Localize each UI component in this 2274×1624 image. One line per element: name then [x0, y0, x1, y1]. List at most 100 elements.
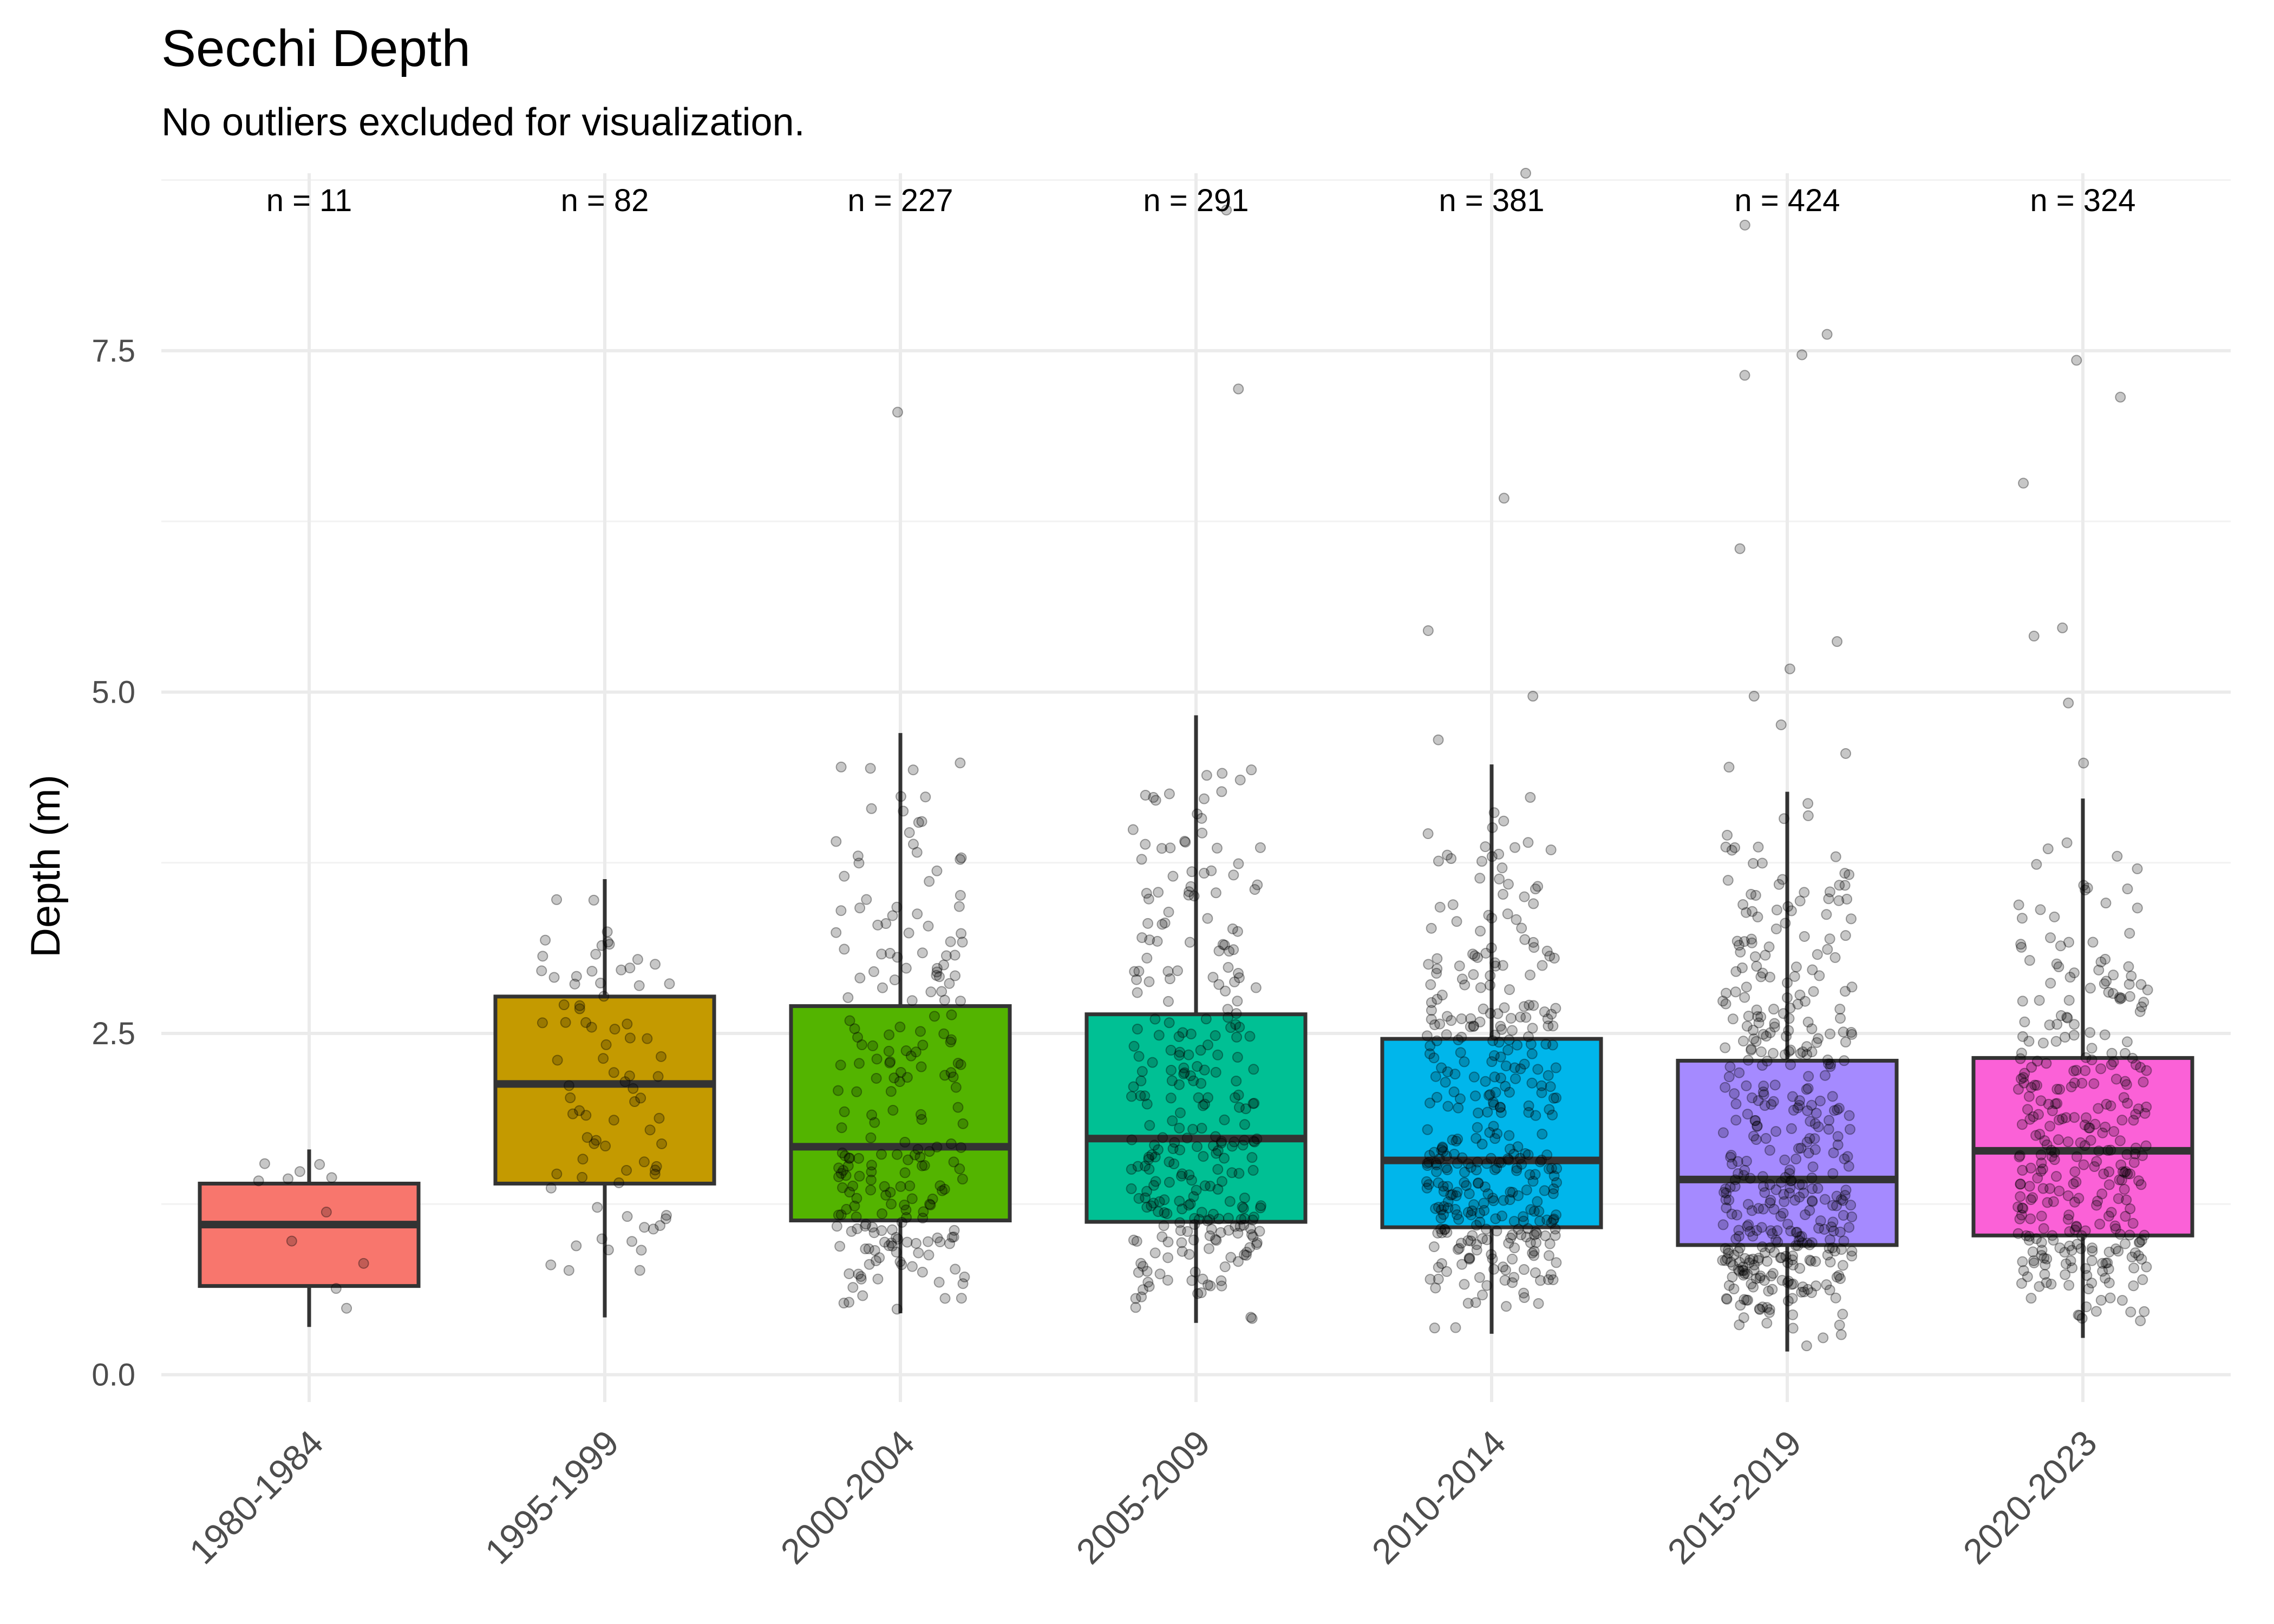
data-point — [1760, 949, 1771, 961]
data-point — [2016, 941, 2027, 953]
data-point — [1483, 909, 1494, 921]
data-point — [2129, 1148, 2141, 1160]
data-point — [2015, 1178, 2026, 1190]
data-point — [2106, 1047, 2118, 1059]
data-point — [1519, 1058, 1530, 1070]
data-point — [2131, 1059, 2142, 1070]
data-point — [852, 1223, 863, 1234]
data-point — [1203, 1279, 1214, 1291]
data-point — [1495, 1051, 1506, 1063]
data-point — [907, 839, 919, 850]
data-point — [1757, 1203, 1769, 1215]
data-point — [935, 1180, 946, 1191]
data-point — [880, 1189, 892, 1201]
data-point — [945, 936, 956, 947]
data-point — [1737, 1265, 1748, 1276]
data-point — [1189, 1219, 1200, 1230]
data-point — [871, 1255, 882, 1267]
data-point — [1239, 1249, 1250, 1260]
data-point — [1764, 971, 1775, 983]
data-point — [1244, 1031, 1256, 1042]
data-point — [2113, 1246, 2124, 1257]
data-point — [1184, 1249, 1195, 1260]
outlier-point — [1748, 691, 1760, 702]
data-point — [1770, 1234, 1781, 1246]
data-point — [871, 1053, 883, 1065]
data-point — [1197, 1273, 1208, 1285]
data-point — [2140, 1140, 2152, 1151]
data-point — [1153, 1206, 1164, 1217]
data-point — [1424, 1040, 1436, 1051]
data-point — [1734, 1242, 1746, 1254]
data-point — [2107, 988, 2119, 999]
data-point — [613, 1177, 625, 1188]
data-point — [955, 996, 966, 1007]
data-point — [1823, 893, 1834, 905]
data-point — [2073, 1309, 2084, 1321]
data-point — [1490, 1086, 1501, 1098]
data-point — [1802, 1284, 1814, 1295]
data-point — [1722, 875, 1734, 886]
data-point — [2016, 1119, 2028, 1130]
data-point — [1205, 1181, 1216, 1192]
data-point — [1768, 1004, 1779, 1015]
data-point — [1229, 976, 1240, 987]
data-point — [588, 894, 599, 906]
data-point — [1232, 1052, 1243, 1063]
data-point — [2014, 1150, 2025, 1161]
data-point — [1238, 1220, 1250, 1231]
data-point — [1753, 1255, 1764, 1266]
data-point — [1756, 1241, 1768, 1253]
data-point — [1513, 1190, 1524, 1201]
data-point — [1454, 1242, 1465, 1254]
data-point — [1495, 1107, 1507, 1118]
data-point — [838, 1298, 850, 1309]
data-point — [1233, 1089, 1244, 1101]
data-point — [1530, 1226, 1541, 1237]
data-point — [854, 902, 866, 914]
data-point — [847, 1180, 859, 1191]
data-point — [2114, 1174, 2125, 1186]
data-point — [1220, 985, 1231, 997]
data-point — [1230, 1221, 1241, 1232]
data-point — [1476, 1138, 1488, 1150]
data-point — [2063, 937, 2074, 948]
data-point — [931, 970, 942, 981]
data-point — [1436, 1062, 1447, 1073]
data-point — [1156, 919, 1168, 930]
data-point — [1518, 1287, 1530, 1299]
data-point — [860, 1243, 871, 1255]
data-point — [567, 1108, 578, 1119]
data-point — [1511, 1165, 1522, 1176]
data-point — [1184, 1169, 1195, 1181]
data-point — [2101, 1098, 2112, 1110]
data-point — [1487, 1035, 1499, 1046]
data-point — [1452, 1158, 1463, 1169]
data-point — [545, 1182, 557, 1194]
data-point — [1734, 1319, 1745, 1331]
data-point — [1452, 1134, 1463, 1145]
data-point — [639, 1222, 650, 1233]
data-point — [1422, 828, 1434, 840]
data-point — [2074, 1310, 2085, 1321]
data-point — [1428, 1147, 1440, 1158]
data-point — [2054, 1186, 2065, 1197]
data-point — [1724, 1182, 1736, 1193]
data-point — [1426, 997, 1437, 1009]
data-point — [552, 1055, 563, 1066]
data-point — [1787, 1278, 1799, 1289]
data-point — [2081, 1112, 2092, 1123]
data-point — [1437, 1181, 1449, 1192]
data-point — [1541, 1214, 1553, 1226]
data-point — [1509, 842, 1520, 853]
data-point — [1503, 1237, 1514, 1249]
data-point — [1738, 1170, 1749, 1181]
data-point — [2126, 971, 2137, 982]
data-point — [1769, 1247, 1780, 1258]
data-point — [1493, 1037, 1505, 1048]
data-point — [1534, 1156, 1546, 1168]
data-point — [1794, 895, 1806, 907]
data-point — [1542, 1013, 1553, 1025]
data-point — [1157, 1132, 1168, 1143]
data-point — [1717, 1219, 1729, 1230]
